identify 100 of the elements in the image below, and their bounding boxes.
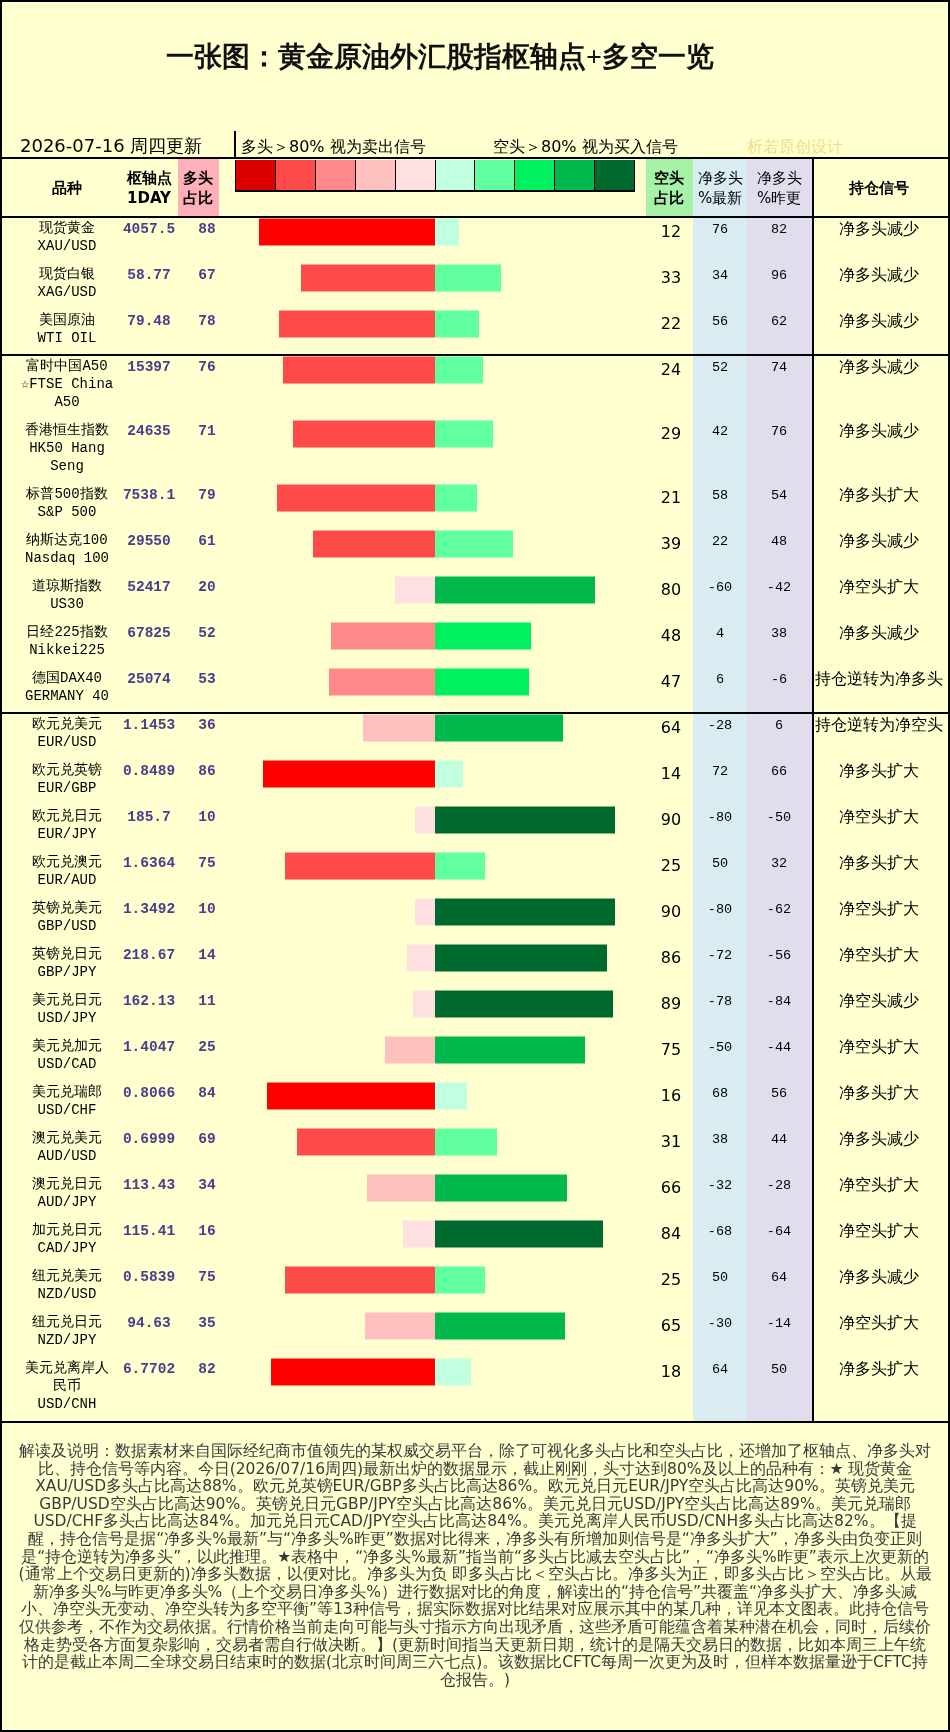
bar <box>285 1266 435 1294</box>
text: 218.67 <box>122 947 176 963</box>
text: 71 <box>198 423 216 439</box>
y-tick-label: 美国原油 WTI OIL <box>37 312 97 346</box>
text: 空头＞80% 视为买入信号 <box>493 137 678 156</box>
text: 48 <box>770 534 788 549</box>
bar <box>435 1036 585 1064</box>
text: 50 <box>711 856 729 871</box>
text: 61 <box>198 533 216 549</box>
text: 净空头扩大 <box>839 807 919 826</box>
text: 44 <box>770 1132 788 1147</box>
data-label: 14 <box>660 764 682 783</box>
text: -32 <box>707 1178 733 1193</box>
text: 16 <box>198 1223 216 1239</box>
bar <box>367 1174 435 1202</box>
data-label: 24 <box>660 360 682 379</box>
text: 解读及说明：数据素材来自国际经纪商市值领先的某权威交易平台，除了可视化多头占比和空头占比，还增加了枢轴点、净多头对比、持仓信号等内容。今日(2026/07/16周四)最新出炉的数据显示，截止刚刚，头寸达到80%及以上的品种有：★ 现货黄金XAU/USD多头占比高达88%。欧元兑英镑EUR/GBP多头占比高达86%。欧元兑日元EUR/JPY空头占比高达90%。英镑兑美元GBP/USD空头占比高达90%。英镑兑日元GBP/JPY空头占比高达86%。美元兑日元USD/JPY空头占比高达89%。美元兑瑞郎USD/CHF多头占比高达84%。加元兑日元CAD/JPY空头占比高达84%。美元兑离岸人民币USD/CNH多头占比高达82%。【提醒，持仓信号是据“净多头%最新”与“净多头%昨更”数据对比得来，净多头有所增加则信号是“净多头扩大”，净多头由负变正则是“持仓逆转为净多头”，以此推理。★表格中，“净多头%最新”指当前“多头占比减去空头占比”，“净多头%昨更”表示上次更新的(通常上个交易日更新的)净多头数据，以便对比。净多头为负 即多头占比＜空头占比。净多头为正，即多头占比＞空头占比。从最新净多头%与昨更净多头%（上个交易日净多头%）进行数据对比的角度，解读出的“持仓信号”共覆盖“净多头扩大、净多头减小、净空头无变动、净空头转为多空平衡”等13种信号，据实际数据对比结果对应展示其中的某几种，详见本文图表。此持仓信号仅供参考，不作为交易依据。行情价格当前走向可能与头寸指示方向出现矛盾，这些矛盾可能蕴含着某种潜在机会，同时，后续价格走势受各方面复杂影响，交易者需自行做决断。】(更新时间指当天更新日期，统计的是隔天交易日的数据，比如本周三上午统计的是截止本周二全球交易日结束时的数据(北京时间周三六七点)。该数据比CFTC每周一次更为及时，但样本数据量逊于CFTC持仓报告。) <box>18 1442 932 1689</box>
bar <box>363 714 435 742</box>
y-tick-label: 纽元兑日元 NZD/JPY <box>32 1314 102 1348</box>
bar <box>435 760 463 788</box>
text: 36 <box>198 717 216 733</box>
text: 析若原创设计 <box>746 137 843 156</box>
text: -14 <box>766 1316 792 1331</box>
data-label: 47 <box>660 672 682 691</box>
bar <box>385 1036 435 1064</box>
bar <box>395 576 435 604</box>
text: -56 <box>766 948 792 963</box>
text: 净多头减少 <box>839 219 919 238</box>
y-tick-label: 英镑兑美元 GBP/USD <box>32 900 102 934</box>
text: 1.6364 <box>122 855 176 871</box>
text: 净多头减少 <box>839 265 919 284</box>
text: -50 <box>707 1040 733 1055</box>
text: 34 <box>711 268 729 283</box>
data-label: 21 <box>660 488 682 507</box>
text: 净多头扩大 <box>839 1083 919 1102</box>
y-tick-label: 澳元兑日元 AUD/JPY <box>32 1176 102 1210</box>
text: 25074 <box>127 671 172 687</box>
y-axis-title: 品种 <box>52 178 82 197</box>
bar <box>435 990 613 1018</box>
text: -68 <box>707 1224 733 1239</box>
data-label: 25 <box>660 856 682 875</box>
text: 38 <box>770 626 788 641</box>
text: 78 <box>198 313 216 329</box>
text: 162.13 <box>122 993 176 1009</box>
text: 净多头减少 <box>839 357 919 376</box>
text: -30 <box>707 1316 733 1331</box>
text: 68 <box>711 1086 729 1101</box>
text: 持仓逆转为净多头 <box>815 669 943 688</box>
data-label: 80 <box>660 580 682 599</box>
y-tick-label: 美元兑日元 USD/JPY <box>32 992 102 1026</box>
data-label: 16 <box>660 1086 682 1105</box>
text: 82 <box>198 1361 216 1377</box>
y-tick-label: 日经225指数 Nikkei225 <box>26 624 108 658</box>
y-tick-label: 澳元兑美元 AUD/USD <box>32 1130 102 1164</box>
text: -28 <box>766 1178 792 1193</box>
text: 50 <box>711 1270 729 1285</box>
data-label: 86 <box>660 948 682 967</box>
chart-title: 一张图：黄金原油外汇股指枢轴点+多空一览 <box>166 41 714 72</box>
y-tick-label: 富时中国A50 ☆FTSE China A50 <box>20 358 114 410</box>
data-label: 18 <box>660 1362 682 1381</box>
data-label: 75 <box>660 1040 682 1059</box>
text: 0.8489 <box>122 763 176 779</box>
text: 113.43 <box>122 1177 176 1193</box>
bar <box>267 1082 435 1110</box>
bar <box>313 530 435 558</box>
text: 多头占比 <box>183 168 213 207</box>
text: 29550 <box>127 533 171 549</box>
text: 72 <box>711 764 729 779</box>
text: 67825 <box>127 625 171 641</box>
y-tick-label: 欧元兑英镑 EUR/GBP <box>32 762 102 796</box>
text: 52 <box>198 625 216 641</box>
text: 50 <box>770 1362 788 1377</box>
text: 1.3492 <box>122 901 176 917</box>
text: 67 <box>198 267 216 283</box>
text: 79.48 <box>127 313 171 329</box>
text: 净多头减少 <box>839 421 919 440</box>
text: 54 <box>770 488 788 503</box>
text: -80 <box>707 902 733 917</box>
bar <box>435 576 595 604</box>
y-tick-label: 美元兑离岸人民币 USD/CNH <box>25 1360 109 1412</box>
text: 10 <box>198 809 216 825</box>
bar <box>413 990 435 1018</box>
text: 79 <box>198 487 216 503</box>
y-tick-label: 标普500指数 S&P 500 <box>25 485 108 520</box>
text: 净空头扩大 <box>839 899 919 918</box>
text: 净多头扩大 <box>839 485 919 504</box>
text: 56 <box>711 314 729 329</box>
text: 净多头减少 <box>839 623 919 642</box>
y-tick-label: 欧元兑美元 EUR/USD <box>32 716 102 750</box>
text: 净多头减少 <box>839 531 919 550</box>
text: 6 <box>774 718 784 733</box>
text: 64 <box>770 1270 788 1285</box>
data-label: 89 <box>660 994 682 1013</box>
data-label: 29 <box>660 424 682 443</box>
text: 64 <box>711 1362 729 1377</box>
text: 115.41 <box>122 1223 176 1239</box>
y-tick-label: 加元兑日元 CAD/JPY <box>32 1222 102 1256</box>
y-tick-label: 纽元兑美元 NZD/USD <box>32 1268 102 1302</box>
text: -44 <box>766 1040 792 1055</box>
bar <box>435 898 615 926</box>
